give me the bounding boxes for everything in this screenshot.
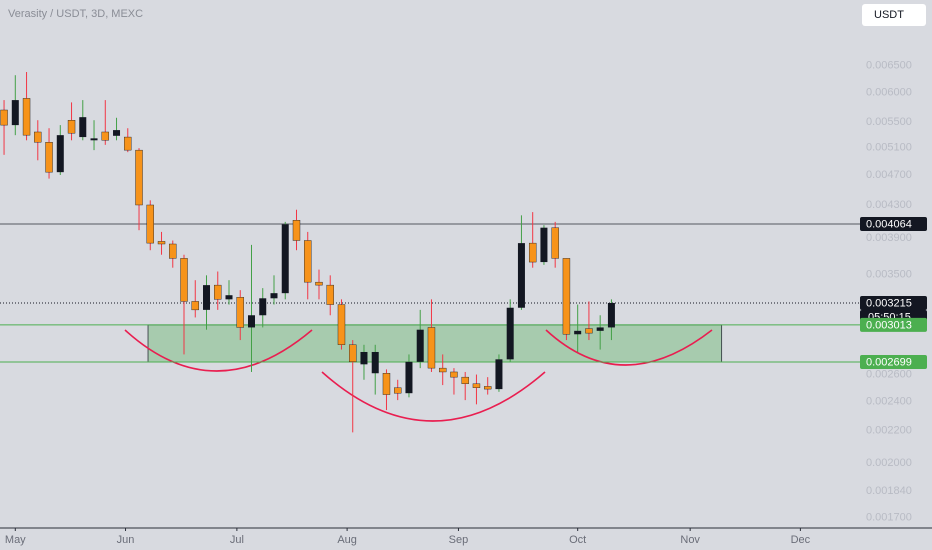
candle-body [79, 117, 87, 138]
candle-body [461, 376, 469, 384]
y-tick-label: 0.002200 [866, 425, 912, 437]
candle-body [214, 284, 222, 300]
price-label: 0.002699 [866, 356, 912, 368]
candle-body [528, 242, 537, 263]
price-label-box [860, 354, 927, 369]
price-label-box [860, 317, 927, 332]
y-tick-label: 0.001700 [866, 512, 912, 524]
x-tick-label: Sep [449, 534, 469, 546]
candle-body [551, 227, 559, 259]
candle-body [191, 301, 199, 311]
y-tick-label: 0.002000 [866, 457, 912, 469]
x-tick-label: Jun [117, 534, 135, 546]
candle-body [247, 315, 255, 328]
y-tick-label: 0.002600 [866, 368, 912, 380]
candle-body [281, 224, 289, 294]
candle-body [56, 135, 64, 173]
candle-body [416, 329, 424, 362]
candle-body [203, 285, 211, 310]
candle-body [517, 243, 525, 308]
candle-body [427, 327, 436, 369]
candle-body [180, 258, 188, 302]
candle-body [472, 383, 481, 388]
y-tick-label: 0.002400 [866, 395, 912, 407]
candle-body [157, 241, 166, 245]
price-label: 0.003013 [866, 319, 912, 331]
y-tick-label: 0.001840 [866, 485, 912, 497]
price-label-box [860, 295, 927, 310]
candle-body [495, 359, 503, 390]
candle-body [135, 149, 143, 206]
candle-body [326, 284, 334, 305]
candle-body [45, 142, 53, 173]
candle-body [101, 131, 109, 141]
y-tick-label: 0.006000 [866, 87, 912, 99]
candle-body [439, 367, 447, 373]
x-tick-label: Aug [337, 534, 357, 546]
price-label: 0.003215 [866, 297, 912, 309]
candle-body [540, 227, 548, 263]
y-tick-label: 0.003900 [866, 232, 912, 244]
cup-arcs [124, 329, 713, 422]
x-tick-label: Jul [230, 534, 244, 546]
candle-body [259, 298, 267, 316]
candle-body [450, 371, 458, 378]
y-tick-label: 0.006500 [866, 60, 912, 72]
candle-body [34, 131, 42, 143]
price-label-box [860, 217, 927, 232]
candle-body [304, 240, 312, 283]
candle-body [596, 327, 604, 331]
candle-body [360, 351, 368, 365]
candle-body [225, 295, 233, 300]
candle-body [124, 136, 132, 151]
candle-body [349, 344, 357, 363]
candle-body [506, 307, 514, 360]
candle-body [394, 387, 402, 394]
currency-button[interactable] [862, 4, 926, 26]
y-tick-label: 0.004300 [866, 199, 912, 211]
candle-body [405, 361, 413, 394]
candle-body [0, 109, 8, 126]
x-tick-label: Dec [791, 534, 811, 546]
arc [124, 329, 313, 372]
candle-body [11, 100, 19, 126]
candle-body [585, 328, 593, 334]
x-tick-label: Nov [680, 534, 700, 546]
x-tick-label: Oct [569, 534, 586, 546]
candle-body [169, 243, 177, 259]
chart-title: Verasity / USDT, 3D, MEXC [8, 8, 143, 20]
currency-button-label[interactable]: USDT [874, 9, 904, 21]
price-label: 0.004064 [866, 218, 912, 230]
candle-body [484, 386, 492, 390]
candle-body [113, 130, 121, 136]
candle-body [574, 330, 582, 335]
candle-body [371, 351, 379, 374]
candle-body [562, 258, 571, 335]
y-tick-label: 0.004700 [866, 169, 912, 181]
candle-body [270, 293, 278, 299]
candle-body [90, 138, 98, 141]
arc [545, 329, 713, 366]
y-tick-label: 0.005100 [866, 141, 912, 153]
candle-body [337, 304, 346, 345]
x-tick-label: May [5, 534, 26, 546]
y-tick-label: 0.003500 [866, 268, 912, 280]
candle-body [382, 373, 391, 395]
candle-body [67, 120, 76, 134]
arc [321, 371, 546, 422]
candle-body [607, 302, 615, 328]
candle-body [236, 297, 244, 328]
candle-body [315, 281, 323, 286]
candle-body [146, 204, 154, 244]
candle-body [22, 98, 31, 136]
y-tick-label: 0.005500 [866, 116, 912, 128]
candle-body [292, 220, 301, 241]
